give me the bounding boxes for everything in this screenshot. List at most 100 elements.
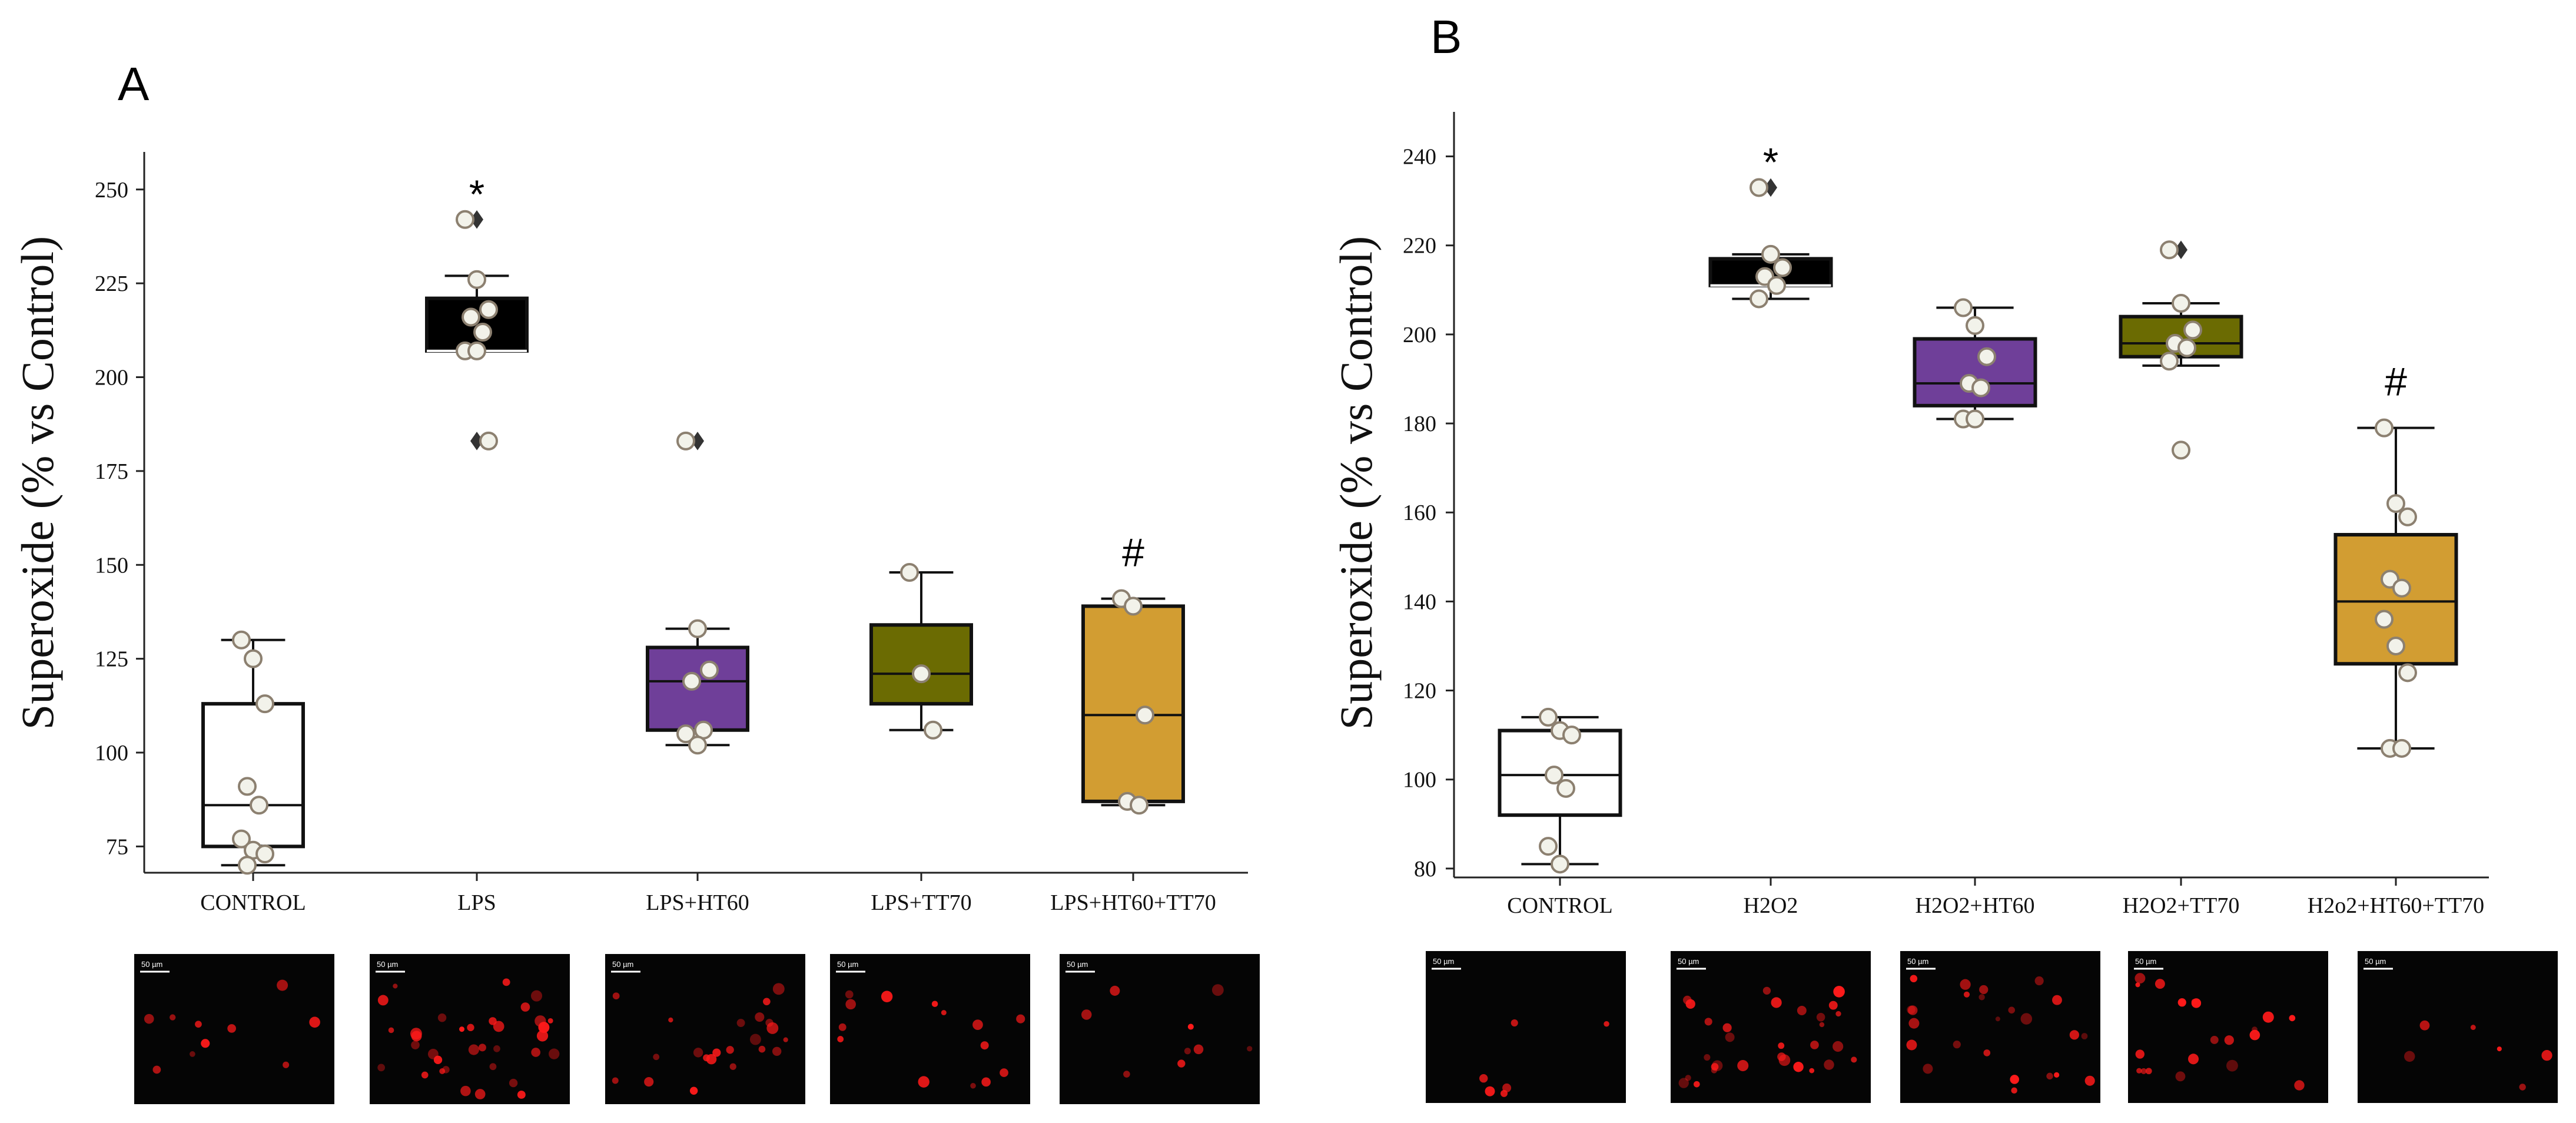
pa-cell-1-15: [502, 978, 510, 986]
pb-cell-2-9: [2081, 1033, 2088, 1039]
pa-cell-2-14: [749, 1033, 761, 1045]
pb-cell-2-7: [1923, 1064, 1933, 1074]
pb-y-tick-label-180: 180: [1403, 412, 1436, 436]
pa-cell-2-11: [703, 1054, 710, 1062]
pa-annotation-lps-ht60-tt70: #: [1122, 531, 1144, 575]
pa-cell-2-18: [726, 1046, 734, 1054]
pb-cell-1-8: [1722, 1023, 1732, 1032]
pb-cell-2-5: [2054, 1072, 2060, 1078]
pa-point-control-2: [255, 694, 274, 714]
pb-cell-2-3: [1979, 994, 1985, 1001]
pa-box-body-lps-ht60: [646, 645, 749, 732]
pb-point-control-0: [1539, 707, 1558, 727]
pa-annotation-lps: *: [469, 172, 484, 217]
pb-cell-2-17: [1963, 991, 1970, 998]
pa-box-lps-tt70: [869, 563, 973, 740]
pb-cell-3-6: [2175, 1071, 2186, 1082]
pb-cell-0-5: [1500, 1089, 1508, 1097]
pa-cell-1-14: [437, 1013, 447, 1022]
pa-cell-2-10: [763, 998, 771, 1006]
pb-cell-1-19: [1793, 1062, 1804, 1072]
pa-cell-1-26: [493, 1021, 504, 1032]
pa-micrograph-bg-4: [1060, 954, 1260, 1104]
pa-cell-4-2: [1123, 1071, 1130, 1078]
pb-cell-3-2: [2145, 1068, 2152, 1075]
pa-cell-0-3: [201, 1039, 210, 1048]
pb-box-h2o2-tt70: [2119, 240, 2243, 460]
pa-point-lps-6: [467, 341, 486, 360]
pa-box-control: [201, 630, 305, 875]
pb-cell-3-16: [2187, 1054, 2199, 1065]
pa-cell-1-4: [531, 1048, 540, 1057]
pa-cell-1-30: [538, 1022, 550, 1033]
pb-cell-1-17: [1712, 1060, 1723, 1071]
pa-micrograph-lps-ht60-tt70: 50 µm: [1060, 954, 1260, 1104]
pa-point-lps-ht60-0: [676, 431, 695, 450]
panel-letter-b: B: [1430, 11, 1462, 63]
pa-cell-2-15: [653, 1054, 660, 1061]
pa-cell-3-8: [881, 991, 893, 1002]
pb-cell-3-3: [2155, 979, 2165, 989]
pa-category-label-control: CONTROL: [200, 890, 306, 915]
pb-y-tick-label-160: 160: [1403, 501, 1436, 525]
pa-cell-1-7: [547, 1018, 553, 1023]
pb-point-h2o2-ht60-tt70-2: [2398, 507, 2417, 526]
pb-cell-1-13: [1816, 1012, 1825, 1022]
pa-cell-3-6: [845, 990, 854, 999]
pb-point-h2o2-tt70-2: [2183, 320, 2202, 340]
pb-scale-label-1: 50 µm: [1678, 957, 1699, 966]
pb-cell-4-1: [2541, 1050, 2552, 1061]
pa-cell-3-10: [918, 1076, 930, 1088]
pa-cell-3-13: [980, 1041, 989, 1050]
pa-cell-2-20: [766, 1022, 779, 1034]
pb-cell-3-1: [2289, 1015, 2296, 1022]
pb-point-h2o2-4: [1767, 276, 1786, 295]
pb-cell-1-23: [1833, 986, 1845, 998]
pa-cell-3-5: [1000, 1068, 1008, 1077]
pb-cell-3-14: [2135, 982, 2140, 988]
pb-cell-3-19: [2294, 1080, 2305, 1091]
pb-point-control-3: [1545, 766, 1563, 785]
pa-point-lps-1: [467, 270, 486, 289]
pa-point-lps-3: [462, 307, 480, 327]
pb-cell-0-3: [1604, 1021, 1609, 1027]
pa-cell-0-7: [144, 1013, 154, 1024]
pb-cell-1-18: [1810, 1041, 1819, 1049]
pb-point-h2o2-ht60-6: [1966, 409, 1984, 429]
pb-y-tick-label-80: 80: [1414, 857, 1436, 882]
pa-cell-2-17: [612, 1077, 619, 1084]
pa-cell-2-5: [644, 1077, 654, 1087]
pa-cell-3-0: [970, 1082, 976, 1089]
pa-box-lps: [425, 210, 529, 450]
pb-category-label-h2o2: H2O2: [1744, 893, 1798, 918]
pb-micrograph-bg-1: [1671, 951, 1871, 1103]
pa-point-lps-ht60-2: [700, 660, 719, 680]
pb-point-h2o2-tt70-6: [2172, 440, 2190, 460]
pb-cell-3-17: [2210, 1035, 2219, 1044]
pb-point-control-6: [1551, 854, 1569, 874]
pb-cell-4-4: [2470, 1025, 2476, 1031]
pa-cell-2-4: [783, 1037, 788, 1042]
pa-point-lps-2: [479, 300, 498, 319]
pa-cell-1-28: [377, 995, 389, 1006]
pa-cell-4-4: [1081, 1009, 1092, 1020]
pb-y-tick-label-140: 140: [1403, 589, 1436, 614]
pb-point-h2o2-ht60-0: [1954, 298, 1973, 317]
pa-cell-2-9: [668, 1017, 673, 1023]
pb-cell-2-21: [1960, 979, 1971, 990]
pb-cell-2-14: [2010, 1075, 2019, 1084]
pa-cell-0-2: [195, 1021, 202, 1028]
pb-cell-1-5: [1694, 1081, 1700, 1088]
pb-point-h2o2-ht60-tt70-6: [2386, 636, 2405, 655]
pa-cell-2-19: [772, 983, 785, 995]
pa-cell-2-3: [755, 1012, 765, 1022]
pb-category-label-h2o2-ht60-tt70: H2o2+HT60+TT70: [2308, 893, 2484, 918]
pb-cell-2-16: [2011, 1087, 2017, 1094]
pb-scale-label-3: 50 µm: [2135, 957, 2156, 966]
pa-point-control-0: [232, 630, 251, 650]
pb-annotation-h2o2-ht60-tt70: #: [2385, 360, 2407, 405]
pb-cell-2-19: [2046, 1072, 2053, 1080]
pa-micrograph-control: 50 µm: [134, 954, 334, 1104]
pb-cell-2-1: [2034, 976, 2044, 986]
